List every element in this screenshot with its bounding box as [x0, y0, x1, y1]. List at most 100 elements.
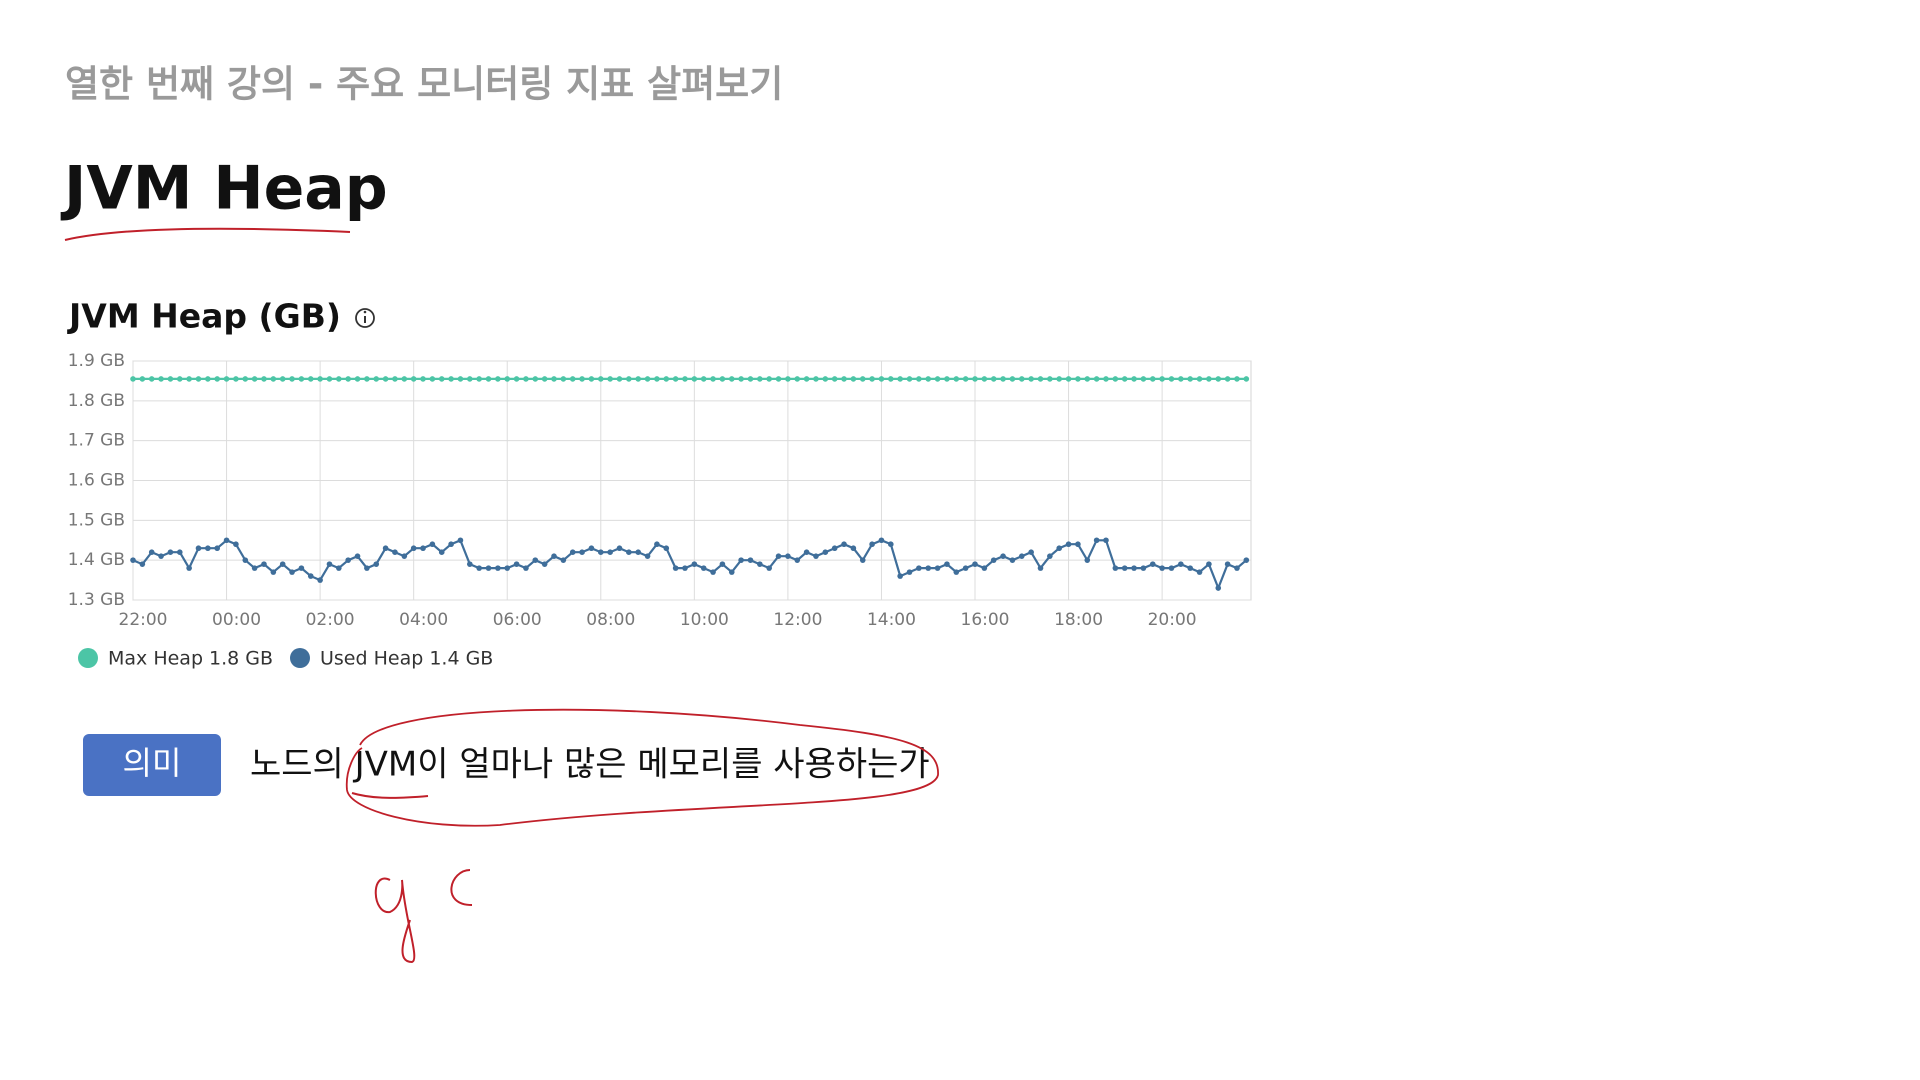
- data-point: [1224, 376, 1231, 382]
- data-point: [757, 376, 763, 382]
- data-point: [925, 376, 932, 382]
- data-point: [523, 565, 529, 571]
- data-point: [1075, 541, 1081, 548]
- data-point: [588, 376, 595, 382]
- data-point: [186, 565, 192, 571]
- data-point: [448, 541, 454, 548]
- legend-label: Max Heap 1.8 GB: [108, 648, 273, 670]
- data-point: [130, 557, 136, 563]
- data-point: [214, 545, 221, 552]
- data-point: [1121, 565, 1128, 571]
- data-point: [607, 549, 613, 555]
- data-point: [1215, 376, 1222, 382]
- data-point: [1028, 549, 1034, 555]
- data-point: [1149, 376, 1156, 382]
- data-point: [654, 376, 660, 382]
- data-point: [822, 376, 829, 382]
- data-point: [176, 376, 183, 382]
- data-point: [635, 376, 642, 382]
- data-point: [1131, 376, 1137, 382]
- data-point: [541, 376, 548, 382]
- data-point: [223, 537, 230, 544]
- data-point: [850, 376, 857, 382]
- data-point: [158, 553, 164, 559]
- data-point: [298, 565, 305, 571]
- data-point: [626, 376, 632, 382]
- data-point: [495, 376, 501, 382]
- data-point: [897, 376, 903, 382]
- y-tick-label: 1.7 GB: [68, 431, 125, 451]
- x-tick-label: 08:00: [586, 610, 635, 630]
- data-point: [1075, 376, 1081, 382]
- data-point: [682, 565, 688, 571]
- legend-swatch: [290, 648, 310, 668]
- data-point: [336, 565, 342, 571]
- data-point: [130, 376, 136, 382]
- data-point: [785, 553, 791, 559]
- data-point: [728, 376, 735, 382]
- data-point: [916, 376, 922, 382]
- data-point: [869, 541, 875, 548]
- data-point: [392, 376, 398, 382]
- data-point: [700, 565, 707, 571]
- data-point: [841, 541, 847, 548]
- description: 노드의 JVM이 얼마나 많은 메모리를 사용하는가: [250, 745, 930, 785]
- data-point: [644, 553, 651, 559]
- data-point: [1056, 376, 1063, 382]
- data-point: [944, 376, 950, 382]
- info-icon: [355, 308, 375, 328]
- data-point: [270, 376, 277, 382]
- data-point: [953, 569, 960, 575]
- slide-heading: JVM Heap: [60, 154, 388, 224]
- data-point: [850, 545, 857, 552]
- data-point: [326, 376, 333, 382]
- x-tick-label: 10:00: [680, 610, 729, 630]
- data-point: [541, 561, 548, 567]
- series-line: [132, 538, 1248, 592]
- x-tick-label: 20:00: [1148, 610, 1197, 630]
- data-point: [794, 557, 801, 563]
- data-point: [1178, 561, 1184, 567]
- data-point: [990, 557, 997, 563]
- data-point: [551, 376, 557, 382]
- data-point: [279, 376, 286, 382]
- data-point: [560, 557, 567, 563]
- data-point: [1037, 565, 1044, 571]
- data-point: [467, 376, 473, 382]
- data-point: [916, 565, 922, 571]
- data-point: [148, 549, 155, 555]
- y-tick-label: 1.4 GB: [68, 550, 125, 570]
- data-point: [401, 553, 408, 559]
- data-point: [635, 549, 642, 555]
- data-point: [785, 376, 791, 382]
- legend-swatch: [78, 648, 98, 668]
- data-point: [476, 565, 482, 571]
- y-tick-label: 1.6 GB: [68, 471, 125, 491]
- data-point: [719, 376, 726, 382]
- data-point: [176, 549, 183, 555]
- data-point: [223, 376, 230, 382]
- x-tick-label: 22:00: [119, 610, 168, 630]
- data-point: [532, 376, 539, 382]
- data-point: [747, 557, 754, 563]
- data-point: [597, 549, 604, 555]
- data-point: [925, 565, 932, 571]
- data-point: [289, 376, 295, 382]
- data-point: [831, 376, 838, 382]
- data-point: [569, 549, 576, 555]
- data-point: [457, 537, 464, 544]
- data-point: [906, 376, 913, 382]
- data-point: [663, 545, 670, 552]
- data-point: [233, 376, 239, 382]
- data-point: [382, 545, 389, 552]
- data-point: [551, 553, 557, 559]
- data-point: [822, 549, 829, 555]
- data-point: [1243, 376, 1250, 382]
- data-point: [261, 561, 267, 567]
- data-point: [167, 549, 174, 555]
- data-point: [1168, 565, 1175, 571]
- data-point: [710, 376, 716, 382]
- data-point: [944, 561, 950, 567]
- data-point: [794, 376, 801, 382]
